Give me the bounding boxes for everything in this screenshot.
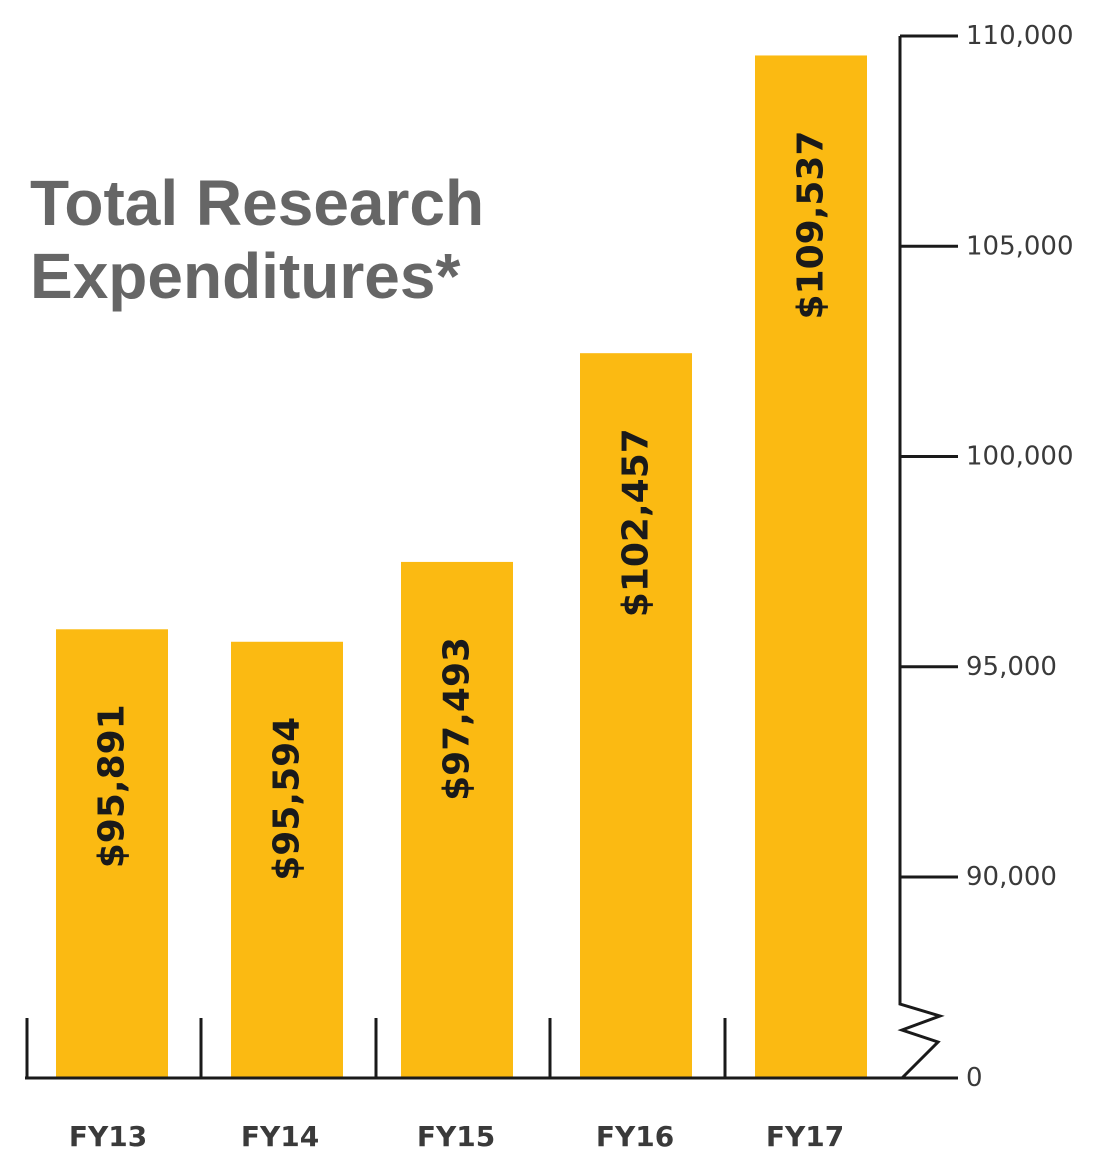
x-tick-label-fy17: FY17 xyxy=(766,1120,844,1150)
x-tick-label-fy15: FY15 xyxy=(417,1120,495,1150)
y-tick-label-100000: 100,000 xyxy=(966,442,1074,472)
bar-fy14 xyxy=(231,641,343,1078)
y-tick-label-0: 0 xyxy=(966,1063,983,1093)
y-tick-label-95000: 95,000 xyxy=(966,652,1057,682)
bar-fy17 xyxy=(755,55,867,1078)
chart-title-line-1: Total Research xyxy=(30,167,484,239)
bar-value-label-fy15: $97,493 xyxy=(437,637,478,801)
bar-value-label-fy17: $109,537 xyxy=(791,130,832,319)
chart-title-line-2: Expenditures* xyxy=(30,240,460,312)
x-tick-label-fy16: FY16 xyxy=(596,1120,674,1150)
bar-fy15 xyxy=(401,561,513,1078)
x-tick-label-fy13: FY13 xyxy=(69,1120,147,1150)
x-tick-label-fy14: FY14 xyxy=(241,1120,319,1150)
y-tick-label-105000: 105,000 xyxy=(966,231,1074,261)
bar-value-label-fy14: $95,594 xyxy=(267,717,308,881)
bar-value-label-fy13: $95,891 xyxy=(92,704,133,868)
bar-fy16 xyxy=(580,353,692,1079)
bar-fy13 xyxy=(56,629,168,1078)
axes-group: FY13 FY14 FY15 FY16 FY17 110,000 105,000 100,00… xyxy=(25,21,1074,1150)
bar-value-label-fy16: $102,457 xyxy=(616,428,657,617)
bars-group: $95,891 $95,594 $97,493 $102,457 $109,537 xyxy=(56,55,867,1079)
y-tick-label-110000: 110,000 xyxy=(966,21,1074,51)
y-axis-line-with-break xyxy=(897,36,945,1080)
y-tick-label-90000: 90,000 xyxy=(966,862,1057,892)
